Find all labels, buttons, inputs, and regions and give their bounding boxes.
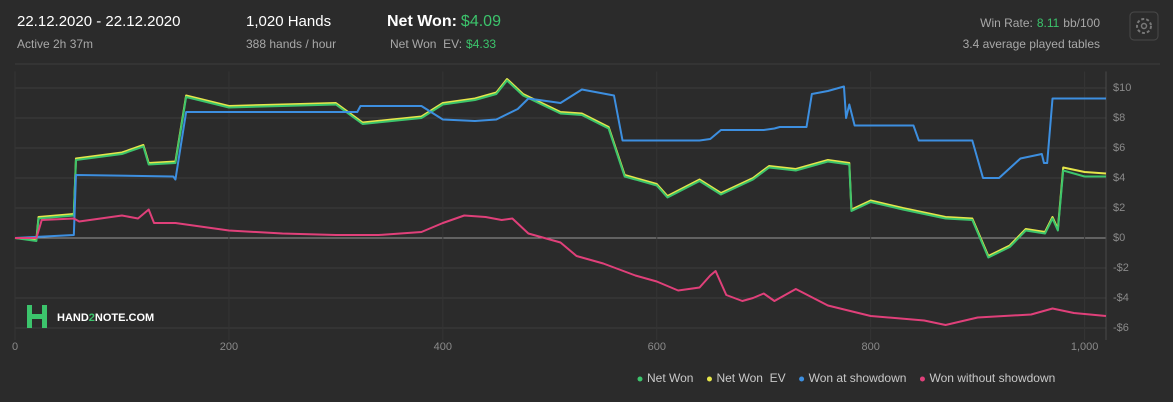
hands: 1,020 Hands — [246, 13, 331, 30]
net-won-ev-label: Net Won EV: — [390, 37, 462, 51]
series-line — [14, 85, 1106, 239]
gear-icon[interactable] — [1136, 18, 1152, 34]
logo-icon — [27, 305, 47, 328]
y-tick-label: -$6 — [1113, 322, 1129, 334]
gear-hub[interactable] — [1140, 22, 1148, 30]
logo-text: HAND2NOTE.COM — [57, 312, 154, 324]
legend-item: Net Won EV — [706, 371, 786, 385]
series-line — [14, 78, 1107, 257]
net-won-ev-value: $4.33 — [466, 37, 496, 51]
legend-label: Won without showdown — [929, 371, 1055, 385]
net-won-label: Net Won: — [387, 13, 457, 30]
legend-item: Net Won — [637, 371, 693, 385]
legend: Net Won Net Won EV Won at showdown Won with… — [637, 371, 1055, 385]
tables: 3.4 average played tables — [963, 37, 1100, 51]
x-tick-label: 200 — [220, 341, 238, 353]
x-tick-label: 600 — [648, 341, 666, 353]
series-line — [14, 79, 1106, 259]
net-won-value: $4.09 — [461, 13, 501, 30]
logo-part: NOTE.COM — [95, 312, 154, 324]
legend-dot — [919, 376, 925, 382]
x-tick-label: 400 — [434, 341, 452, 353]
legend-label: Net Won EV — [716, 371, 785, 385]
settings-frame[interactable] — [1129, 11, 1159, 41]
active-time: Active 2h 37m — [17, 37, 93, 51]
legend-dot — [799, 376, 805, 382]
series-line — [15, 208, 1107, 326]
y-tick-label: $2 — [1113, 202, 1125, 214]
x-tick-label: 1,000 — [1071, 341, 1099, 353]
y-tick-label: $0 — [1113, 232, 1125, 244]
win-rate-label: Win Rate: — [980, 16, 1033, 30]
legend-dot — [637, 376, 643, 382]
win-rate-unit: bb/100 — [1063, 16, 1100, 30]
y-tick-label: -$4 — [1113, 292, 1129, 304]
y-tick-label: $4 — [1113, 172, 1125, 184]
legend-item: Won at showdown — [799, 371, 906, 385]
settings-button[interactable] — [1129, 11, 1159, 41]
net-won: Net Won: $4.09 — [387, 13, 501, 30]
win-rate: Win Rate: 8.11 bb/100 — [980, 16, 1100, 30]
date-range: 22.12.2020 - 22.12.2020 — [17, 13, 180, 30]
net-won-ev: Net Won EV: $4.33 — [390, 37, 496, 51]
y-tick-label: $10 — [1113, 82, 1131, 94]
x-tick-label: 800 — [862, 341, 880, 353]
logo-part: HAND — [57, 312, 89, 324]
legend-label: Net Won — [647, 371, 693, 385]
x-tick-label: 0 — [12, 341, 18, 353]
legend-dot — [706, 376, 712, 382]
plot: $10 $8 $6 $4 $2 $0 -$2 -$4 -$6 0 200 400 600 800 1,000 — [12, 71, 1131, 353]
y-tick-label: -$2 — [1113, 262, 1129, 274]
legend-item: Won without showdown — [919, 371, 1055, 385]
hands-per-hour: 388 hands / hour — [246, 37, 336, 51]
logo-part: 2 — [89, 312, 95, 324]
logo: HAND2NOTE.COM — [27, 305, 154, 328]
win-rate-value: 8.11 — [1037, 16, 1060, 30]
y-tick-label: $8 — [1113, 112, 1125, 124]
legend-label: Won at showdown — [809, 371, 907, 385]
y-tick-label: $6 — [1113, 142, 1125, 154]
